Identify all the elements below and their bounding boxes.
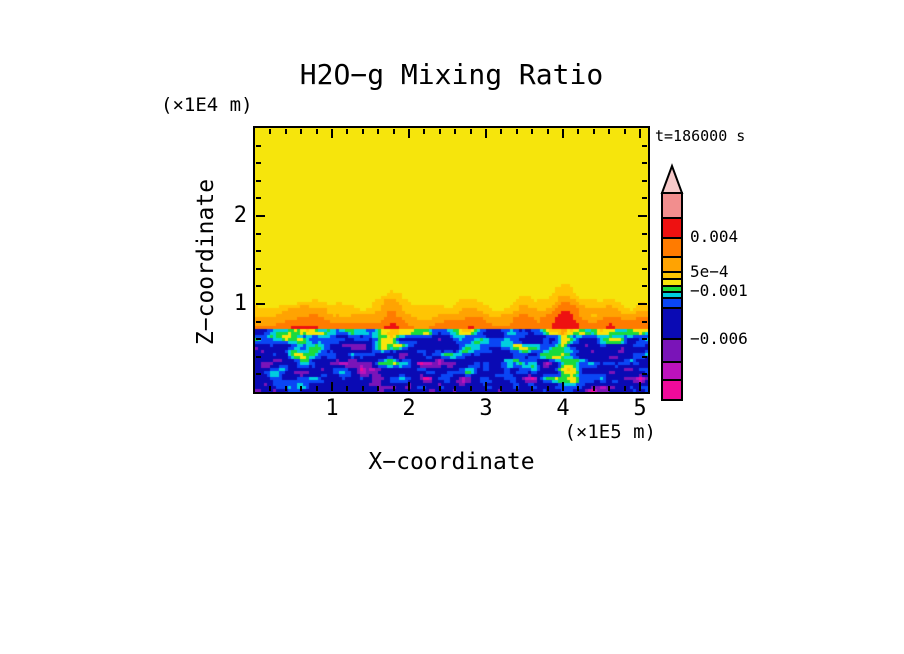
x-tick-label: 1	[325, 396, 339, 421]
colorbar-segment-red	[661, 217, 683, 239]
colorbar-arrow-tip	[660, 163, 684, 194]
colorbar-level-label: −0.001	[690, 281, 748, 300]
x-tick-label: 3	[479, 396, 493, 421]
plot-frame	[253, 126, 650, 394]
colorbar-segment-orange	[661, 237, 683, 258]
colorbar-segment-salmon	[661, 192, 683, 219]
time-annotation: t=186000 s	[655, 127, 746, 145]
colorbar-segment-purple	[661, 338, 683, 363]
colorbar-segment-amber	[661, 256, 683, 273]
colorbar-level-label: −0.006	[690, 329, 748, 348]
x-axis-unit-label: (×1E5 m)	[564, 421, 656, 443]
colorbar-segment-magenta_purple	[661, 361, 683, 381]
colorbar-segment-gold	[661, 271, 683, 280]
colorbar-level-label: 0.004	[690, 227, 739, 246]
colorbar-segment-magenta	[661, 379, 683, 401]
x-axis-title: X−coordinate	[368, 449, 535, 475]
colorbar	[660, 163, 684, 401]
z-axis-title: Z−coordinate	[193, 178, 219, 346]
x-tick-label: 4	[556, 396, 570, 421]
x-tick-label: 5	[633, 396, 647, 421]
page-title: H2O−g Mixing Ratio	[299, 58, 604, 91]
colorbar-segment-yellow	[661, 278, 683, 287]
z-tick-label: 2	[233, 203, 247, 228]
colorbar-segment-navy	[661, 307, 683, 340]
x-tick-label: 2	[402, 396, 416, 421]
contour-field	[255, 128, 648, 392]
z-tick-label: 1	[233, 291, 247, 316]
colorbar-level-label: 5e−4	[690, 262, 729, 281]
z-axis-unit-label: (×1E4 m)	[161, 94, 253, 116]
colorbar-segment-blue	[661, 297, 683, 309]
